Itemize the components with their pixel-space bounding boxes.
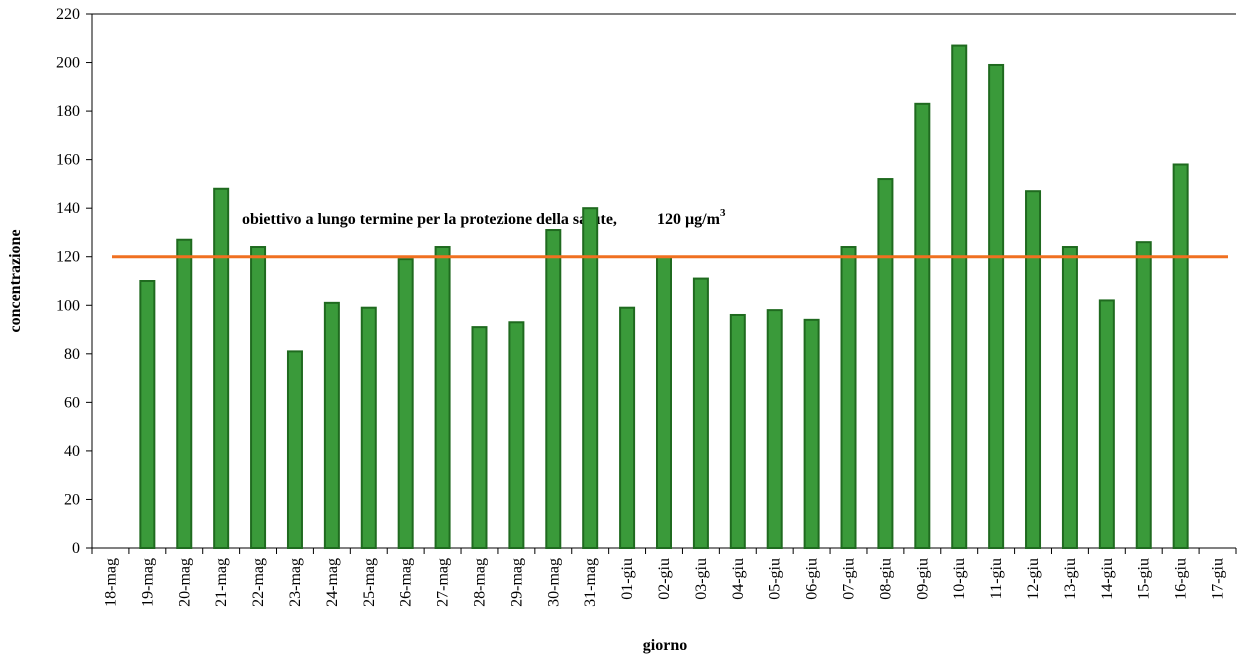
x-tick-label: 02-giu [656, 558, 673, 600]
x-tick-label: 10-giu [951, 558, 968, 600]
x-tick-label: 05-giu [767, 558, 784, 600]
y-tick-label: 40 [64, 443, 80, 460]
x-tick-label: 13-giu [1062, 558, 1079, 600]
y-tick-label: 80 [64, 346, 80, 363]
annotation-superscript: 3 [720, 207, 726, 219]
x-tick-label: 04-giu [730, 558, 747, 600]
x-tick-label: 19-mag [139, 558, 156, 607]
y-tick-label: 140 [56, 200, 80, 217]
x-tick-label: 31-mag [582, 558, 599, 607]
bar [139, 280, 156, 549]
annotation: obiettivo a lungo termine per la protezi… [242, 207, 726, 228]
y-tick-label: 100 [56, 297, 80, 314]
y-tick-label: 160 [56, 152, 80, 169]
bar [656, 255, 672, 549]
bar [988, 63, 1005, 550]
x-tick-label: 25-mag [361, 558, 378, 607]
bar [545, 229, 562, 549]
x-tick-label: 08-giu [877, 558, 894, 600]
bar [877, 178, 894, 550]
bar [582, 207, 599, 549]
annotation-text: obiettivo a lungo termine per la protezi… [242, 211, 617, 228]
bar [619, 306, 636, 550]
bar [471, 326, 488, 550]
bar [286, 350, 303, 549]
y-tick-label: 120 [56, 249, 80, 266]
bar [213, 187, 230, 549]
x-tick-label: 30-mag [545, 558, 562, 607]
bar [729, 313, 746, 549]
x-tick-label: 09-giu [914, 558, 931, 600]
y-tick-label: 20 [64, 491, 80, 508]
bar [176, 238, 193, 549]
y-tick-label: 200 [56, 55, 80, 72]
x-tick-label: 03-giu [693, 558, 710, 600]
bar [914, 102, 931, 550]
x-tick-label: 22-mag [250, 558, 267, 607]
bar [951, 44, 968, 550]
x-tick-label: 16-giu [1173, 558, 1190, 600]
x-tick-label: 14-giu [1099, 558, 1116, 600]
bar [1061, 246, 1078, 549]
y-tick-label: 0 [72, 540, 80, 557]
bar [397, 258, 414, 549]
x-tick-label: 06-giu [804, 558, 821, 600]
x-axis-title: giorno [643, 637, 687, 654]
bar [1098, 299, 1115, 549]
x-tick-label: 26-mag [398, 558, 415, 607]
y-tick-label: 180 [56, 103, 80, 120]
bar [1135, 241, 1152, 549]
bar [1172, 163, 1189, 549]
bar [508, 321, 525, 549]
bar [250, 246, 267, 549]
bar [840, 246, 857, 549]
x-tick-label: 15-giu [1136, 558, 1153, 600]
x-tick-label: 20-mag [176, 558, 193, 607]
x-tick-label: 23-mag [287, 558, 304, 607]
x-tick-label: 01-giu [619, 558, 636, 600]
annotation-value: 120 µg/m [657, 211, 721, 228]
x-tick-label: 18-mag [102, 558, 119, 607]
bar [692, 277, 709, 549]
x-tick-label: 11-giu [988, 558, 1005, 599]
x-tick-label: 29-mag [508, 558, 525, 607]
x-tick-label: 07-giu [841, 558, 858, 600]
y-tick-label: 60 [64, 394, 80, 411]
x-tick-label: 21-mag [213, 558, 230, 607]
y-tick-label: 220 [56, 6, 80, 23]
x-tick-label: 27-mag [435, 558, 452, 607]
bar [766, 309, 783, 549]
bar [323, 301, 340, 549]
x-tick-label: 17-giu [1210, 558, 1227, 600]
bar [434, 246, 451, 549]
y-axis-title: concentrazione [7, 229, 24, 332]
bar [360, 306, 377, 550]
x-tick-label: 24-mag [324, 558, 341, 607]
x-tick-label: 12-giu [1025, 558, 1042, 600]
bar [1025, 190, 1042, 549]
x-tick-label: 28-mag [471, 558, 488, 607]
bar [803, 318, 820, 549]
